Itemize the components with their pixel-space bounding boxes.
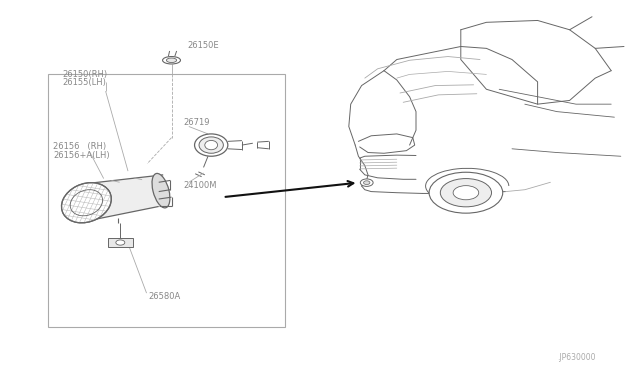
Circle shape <box>360 179 373 186</box>
Ellipse shape <box>166 58 177 62</box>
Text: 26150(RH): 26150(RH) <box>63 70 108 79</box>
Ellipse shape <box>61 183 111 223</box>
Circle shape <box>116 240 125 245</box>
Circle shape <box>364 181 370 185</box>
Text: .JP630000: .JP630000 <box>557 353 595 362</box>
Ellipse shape <box>152 173 170 208</box>
Bar <box>48 74 285 327</box>
Ellipse shape <box>163 57 180 64</box>
Text: 26719: 26719 <box>184 118 210 126</box>
Text: 24100M: 24100M <box>184 181 217 190</box>
Text: 26150E: 26150E <box>188 41 219 50</box>
Ellipse shape <box>205 141 218 150</box>
Text: 26580A: 26580A <box>148 292 180 301</box>
FancyBboxPatch shape <box>108 238 133 247</box>
Polygon shape <box>85 175 163 221</box>
Ellipse shape <box>453 186 479 200</box>
Text: 26156   (RH): 26156 (RH) <box>53 142 106 151</box>
Ellipse shape <box>429 172 503 213</box>
Text: 26155(LH): 26155(LH) <box>63 78 107 87</box>
Ellipse shape <box>195 134 228 156</box>
Ellipse shape <box>199 137 223 153</box>
Text: 26156+A(LH): 26156+A(LH) <box>53 151 109 160</box>
Ellipse shape <box>440 179 492 207</box>
